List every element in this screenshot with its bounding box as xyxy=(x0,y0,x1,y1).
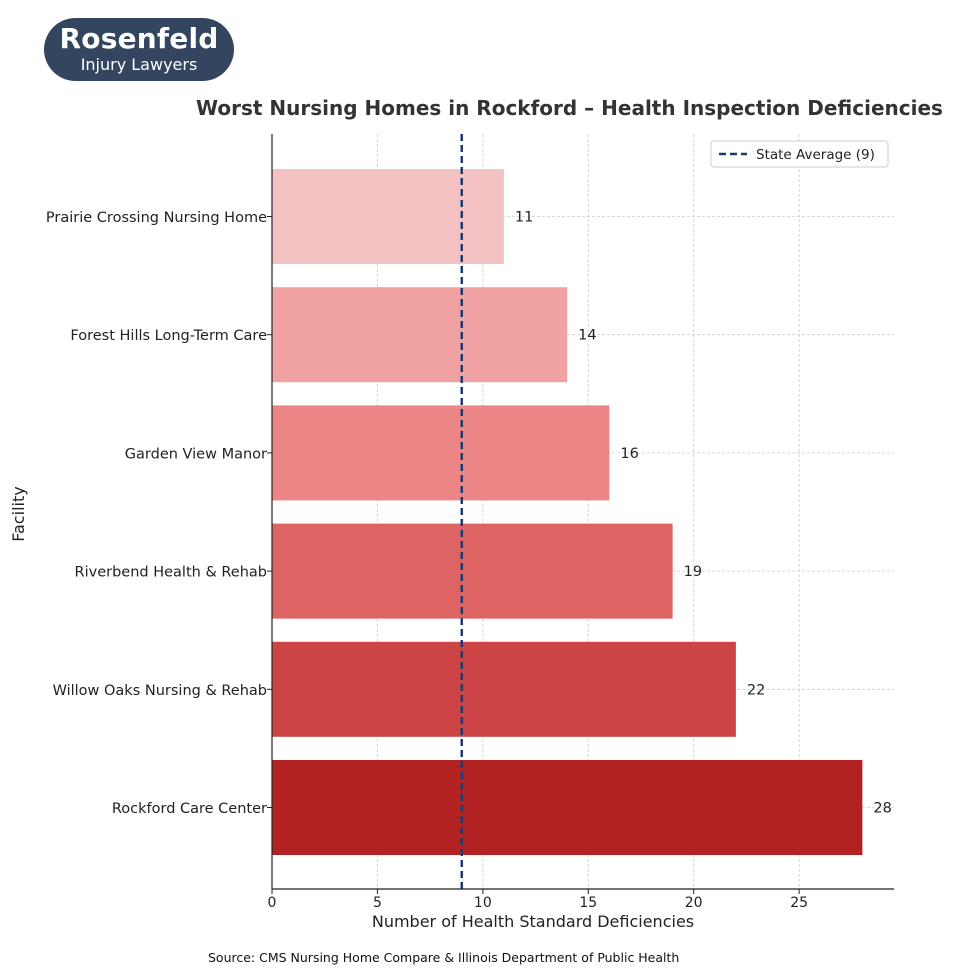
legend-box xyxy=(710,140,889,168)
x-tick-label: 20 xyxy=(685,895,703,911)
y-tick-label: Rockford Care Center xyxy=(112,801,267,817)
y-tick-label: Riverbend Health & Rehab xyxy=(75,565,267,581)
bar xyxy=(272,523,673,619)
x-axis-label: Number of Health Standard Deficiencies xyxy=(372,912,694,931)
y-axis-label: Facility xyxy=(9,486,28,541)
bar-value-label: 14 xyxy=(578,328,596,344)
bar xyxy=(272,405,610,501)
bar-value-label: 19 xyxy=(684,564,702,580)
x-tick-label: 5 xyxy=(373,895,382,911)
y-tick-label: Garden View Manor xyxy=(125,446,267,462)
bar xyxy=(272,760,863,855)
chart-title: Worst Nursing Homes in Rockford – Health… xyxy=(196,96,943,120)
x-tick-label: 10 xyxy=(474,895,492,911)
bar xyxy=(272,169,504,264)
legend-label: State Average (9) xyxy=(756,147,875,163)
y-tick-label: Willow Oaks Nursing & Rehab xyxy=(53,683,267,699)
bar-value-label: 22 xyxy=(747,682,765,698)
source-note: Source: CMS Nursing Home Compare & Illin… xyxy=(208,950,680,965)
bar-value-label: 16 xyxy=(620,446,638,462)
logo-wordmark: Rosenfeld xyxy=(59,22,219,55)
bar-value-label: 11 xyxy=(515,210,533,226)
y-tick-label: Forest Hills Long-Term Care xyxy=(70,328,267,344)
x-tick-label: 15 xyxy=(579,895,597,911)
bar xyxy=(272,287,568,383)
y-tick-label: Prairie Crossing Nursing Home xyxy=(46,210,267,226)
bar xyxy=(272,641,736,737)
brand-logo: Rosenfeld Injury Lawyers xyxy=(44,18,234,81)
x-tick-label: 25 xyxy=(790,895,808,911)
bar-value-label: 28 xyxy=(873,801,891,817)
x-tick-label: 0 xyxy=(268,895,277,911)
logo-tagline: Injury Lawyers xyxy=(80,55,198,74)
